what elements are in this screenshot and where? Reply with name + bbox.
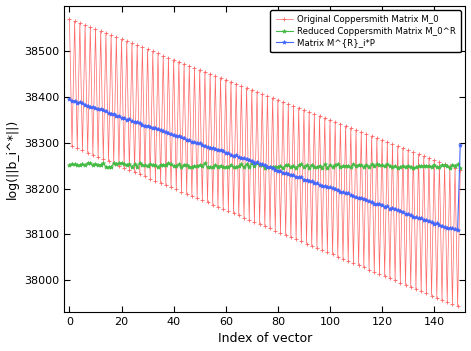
Matrix M^{R}_i*P <box>450 226 455 231</box>
Line: Matrix M^{R}_i*P: Matrix M^{R}_i*P <box>67 97 463 232</box>
Original Coppersmith Matrix M_0 <box>340 257 346 261</box>
Original Coppersmith Matrix M_0 <box>257 222 262 226</box>
Original Coppersmith Matrix M_0 <box>66 17 72 21</box>
Reduced Coppersmith Matrix M_0^R <box>317 164 322 168</box>
Reduced Coppersmith Matrix M_0^R <box>66 163 72 167</box>
Matrix M^{R}_i*P <box>340 190 346 194</box>
Matrix M^{R}_i*P <box>455 228 461 232</box>
Reduced Coppersmith Matrix M_0^R <box>88 161 93 165</box>
Y-axis label: log(||b_i^*||): log(||b_i^*||) <box>6 119 18 199</box>
Line: Reduced Coppersmith Matrix M_0^R: Reduced Coppersmith Matrix M_0^R <box>67 161 463 171</box>
Original Coppersmith Matrix M_0 <box>450 302 455 306</box>
Matrix M^{R}_i*P <box>66 97 72 101</box>
Reduced Coppersmith Matrix M_0^R <box>455 162 461 166</box>
Matrix M^{R}_i*P <box>205 145 211 149</box>
Legend: Original Coppersmith Matrix M_0, Reduced Coppersmith Matrix M_0^R, Matrix M^{R}_: Original Coppersmith Matrix M_0, Reduced… <box>270 10 461 52</box>
Reduced Coppersmith Matrix M_0^R <box>306 165 312 170</box>
Original Coppersmith Matrix M_0 <box>304 241 309 246</box>
Matrix M^{R}_i*P <box>304 178 309 182</box>
Reduced Coppersmith Matrix M_0^R <box>343 164 349 168</box>
Reduced Coppersmith Matrix M_0^R <box>207 165 213 169</box>
Matrix M^{R}_i*P <box>457 143 463 147</box>
Matrix M^{R}_i*P <box>314 181 320 185</box>
Reduced Coppersmith Matrix M_0^R <box>395 166 400 171</box>
Line: Original Coppersmith Matrix M_0: Original Coppersmith Matrix M_0 <box>67 17 463 309</box>
Original Coppersmith Matrix M_0 <box>457 168 463 172</box>
Reduced Coppersmith Matrix M_0^R <box>457 166 463 170</box>
Original Coppersmith Matrix M_0 <box>314 246 320 250</box>
X-axis label: Index of vector: Index of vector <box>218 332 312 345</box>
Original Coppersmith Matrix M_0 <box>455 304 461 309</box>
Original Coppersmith Matrix M_0 <box>205 200 211 205</box>
Reduced Coppersmith Matrix M_0^R <box>260 163 265 167</box>
Matrix M^{R}_i*P <box>257 163 262 167</box>
